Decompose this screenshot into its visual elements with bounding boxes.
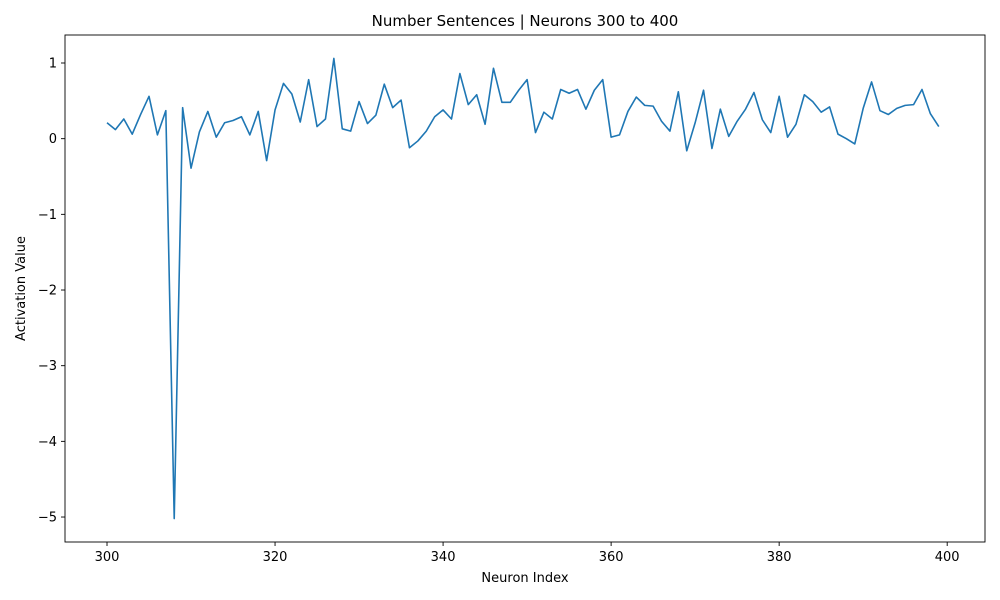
y-axis-label: Activation Value	[14, 236, 29, 341]
x-tick-label: 340	[431, 550, 456, 565]
y-tick-label: 1	[49, 56, 57, 71]
plot-frame	[64, 34, 986, 543]
y-tick-label: −5	[38, 511, 57, 526]
chart-title: Number Sentences | Neurons 300 to 400	[372, 12, 679, 30]
x-tick-label: 360	[599, 550, 624, 565]
x-axis-label: Neuron Index	[481, 571, 568, 586]
x-tick-label: 400	[935, 550, 960, 565]
y-tick-label: −4	[38, 435, 57, 450]
x-tick-label: 380	[767, 550, 792, 565]
x-tick-label: 300	[95, 550, 120, 565]
axis-ticks: 300 320 340 360 380 400 1 0 −1 −2 −3 −4 −5	[38, 56, 960, 565]
y-tick-label: 0	[49, 132, 57, 147]
y-tick-label: −1	[38, 208, 57, 223]
series-line	[106, 57, 940, 520]
x-tick-label: 320	[263, 550, 288, 565]
y-tick-label: −2	[38, 284, 57, 299]
y-tick-label: −3	[38, 359, 57, 374]
